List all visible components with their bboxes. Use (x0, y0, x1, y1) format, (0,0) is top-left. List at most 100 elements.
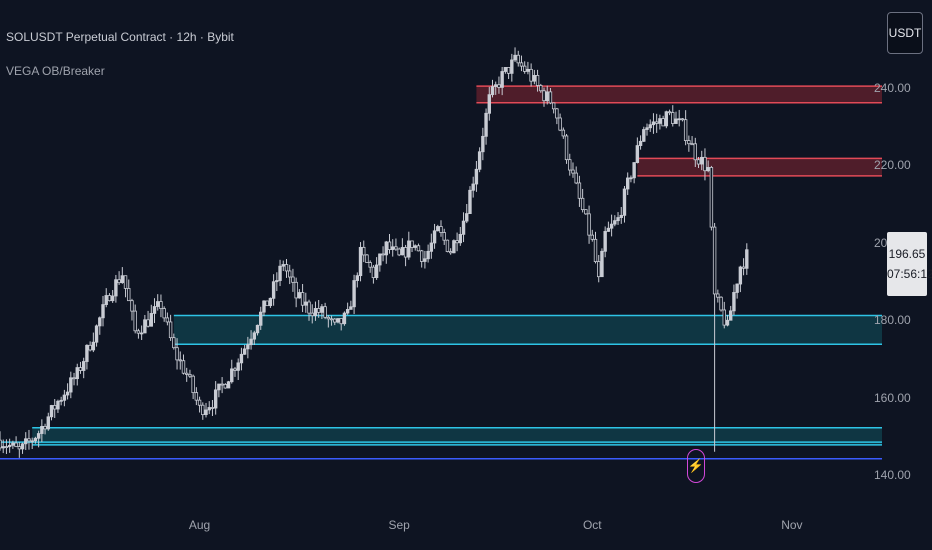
currency-button[interactable]: USDT (887, 12, 923, 54)
candle-body (590, 234, 594, 240)
candle-body (355, 275, 360, 281)
candle-body (265, 300, 269, 307)
lightning-icon[interactable]: ⚡ (687, 449, 705, 483)
candle-body (329, 318, 334, 321)
candle-body (429, 242, 434, 252)
candle-body (94, 325, 99, 343)
candle-body (300, 292, 305, 306)
candle-body (255, 324, 260, 334)
candle-body (619, 214, 623, 218)
candle-body (53, 405, 57, 410)
candle-body (368, 262, 372, 268)
candle-body (304, 301, 308, 306)
last-price-label: 196.65 07:56:12 (887, 232, 932, 296)
candle-body (143, 319, 147, 334)
candle-body (59, 399, 63, 402)
candle-body (584, 209, 588, 215)
candle-body (278, 265, 282, 281)
candle-body (671, 112, 675, 124)
candle-body (11, 442, 15, 446)
candle-body (387, 241, 392, 250)
candle-body (555, 108, 559, 119)
candle-body (651, 121, 656, 126)
chart-title: SOLUSDT Perpetual Contract · 12h · Bybit (6, 30, 234, 44)
candle-body (500, 71, 504, 88)
candle-body (519, 62, 524, 67)
candle-body (677, 118, 681, 121)
candle-body (20, 443, 25, 450)
candle-body (481, 135, 485, 153)
candle-body (391, 246, 395, 250)
candle-body (622, 188, 627, 216)
candle-body (259, 311, 263, 326)
candle-body (185, 372, 189, 375)
candle-body (75, 367, 79, 380)
candle-body (130, 300, 134, 312)
candle-body (172, 337, 176, 349)
candle-body (178, 359, 182, 362)
candle-body (323, 306, 327, 318)
candle-body (43, 425, 47, 430)
candle-body (27, 438, 31, 442)
candle-body (85, 344, 89, 362)
candle-body (667, 111, 672, 114)
candle-body (226, 381, 231, 389)
indicator-label[interactable]: VEGA OB/Breaker (6, 64, 105, 78)
candle-body (0, 439, 2, 449)
candle-body (14, 442, 18, 448)
candle-body (632, 162, 636, 179)
candle-body (452, 240, 456, 254)
candle-body (56, 400, 60, 410)
candle-body (194, 392, 199, 401)
candle-body (664, 111, 669, 127)
candle-body (342, 312, 347, 325)
candle-body (133, 310, 137, 332)
candle-body (114, 279, 118, 297)
candle-body (484, 112, 488, 137)
candle-body (603, 231, 607, 252)
candle-body (439, 226, 443, 233)
candle-body (635, 145, 640, 163)
candle-body (242, 348, 247, 355)
candle-body (587, 213, 591, 236)
candle-body (362, 246, 366, 256)
candle-body (494, 84, 498, 87)
candle-body (513, 54, 517, 61)
candle-body (188, 374, 192, 377)
candle-body (526, 68, 530, 72)
candle-body (1, 446, 5, 449)
candle-body (510, 59, 514, 74)
candle-body (262, 300, 266, 313)
candle-body (333, 318, 337, 323)
candle-body (716, 293, 720, 298)
candle-body (455, 240, 459, 244)
bearish-zone-1 (637, 158, 882, 176)
candle-body (352, 280, 356, 308)
candle-body (175, 347, 179, 361)
candle-body (545, 91, 549, 102)
candle-body (426, 250, 430, 260)
candle-body (722, 309, 726, 326)
candle-body (497, 84, 501, 88)
candle-body (703, 156, 707, 172)
candle-body (156, 301, 160, 307)
candle-body (606, 227, 611, 232)
candle-body (468, 189, 472, 214)
candle-body (442, 232, 446, 241)
candle-body (275, 280, 279, 283)
candle-body (397, 248, 401, 256)
candle-body (69, 377, 73, 393)
candle-body (136, 330, 141, 334)
candle-body (165, 317, 170, 323)
candle-body (400, 247, 405, 256)
candle-body (458, 233, 463, 244)
candle-body (413, 245, 417, 248)
candle-body (98, 317, 102, 327)
candle-body (571, 169, 575, 174)
candle-body (712, 226, 717, 295)
candle-body (88, 344, 92, 351)
candle-body (101, 304, 105, 319)
price-tick-label: 160.00 (874, 390, 911, 405)
